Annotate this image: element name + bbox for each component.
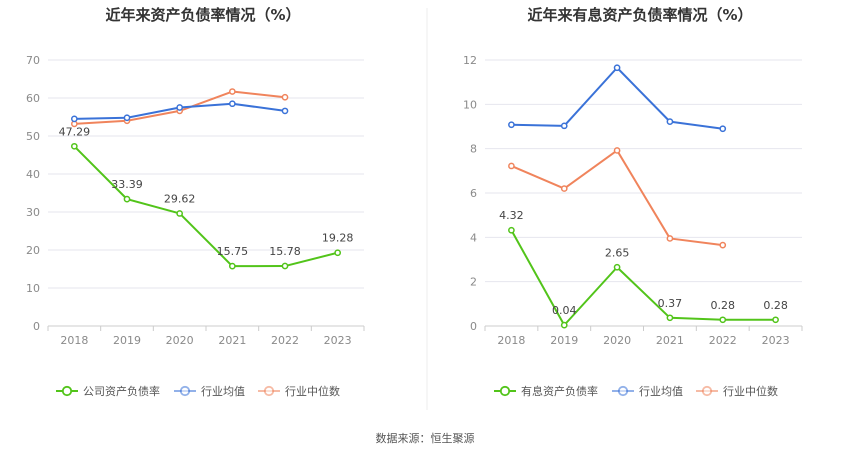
- data-point: [613, 64, 621, 72]
- data-point: [560, 185, 568, 192]
- x-tick-label: 2022: [709, 334, 737, 347]
- legend-label: 有息资产负债率: [521, 384, 598, 398]
- data-label: 29.62: [164, 192, 196, 205]
- data-point: [70, 142, 78, 150]
- legend-item[interactable]: 行业中位数: [696, 384, 778, 398]
- y-tick-label: 6: [470, 187, 477, 200]
- y-tick-label: 8: [470, 143, 477, 156]
- legend-marker: [617, 385, 629, 397]
- data-point: [508, 121, 515, 129]
- series-line-0: [510, 229, 776, 327]
- data-label: 33.39: [111, 178, 143, 191]
- y-tick-label: 70: [26, 54, 40, 67]
- x-tick-label: 2018: [497, 334, 525, 347]
- data-point: [613, 147, 621, 154]
- legend-label: 行业中位数: [285, 384, 340, 398]
- legend-item[interactable]: 公司资产负债率: [56, 384, 160, 398]
- y-tick-label: 50: [26, 130, 40, 143]
- data-point: [560, 321, 568, 329]
- data-label: 47.29: [59, 125, 91, 138]
- legend-marker: [263, 385, 275, 397]
- legend-label: 公司资产负债率: [83, 384, 160, 398]
- data-point: [281, 262, 289, 270]
- data-point: [508, 226, 515, 234]
- x-tick-label: 2019: [113, 334, 141, 347]
- x-tick-label: 2023: [762, 334, 790, 347]
- data-point: [281, 93, 289, 101]
- chart-title: 近年来资产负债率情况（%）: [105, 6, 300, 24]
- series-line-1: [511, 66, 723, 130]
- y-tick-label: 2: [470, 276, 477, 289]
- data-label: 15.78: [269, 245, 301, 258]
- x-tick-label: 2023: [324, 334, 352, 347]
- data-label: 2.65: [605, 246, 630, 259]
- y-tick-label: 40: [26, 168, 40, 181]
- data-point: [176, 210, 184, 217]
- data-point: [228, 262, 236, 270]
- data-point: [666, 314, 674, 322]
- data-point: [70, 115, 78, 123]
- data-point: [666, 235, 674, 242]
- x-tick-label: 2018: [60, 334, 88, 347]
- data-point: [334, 249, 342, 257]
- data-point: [772, 316, 779, 324]
- data-label: 19.28: [322, 232, 354, 245]
- y-tick-label: 12: [463, 54, 477, 67]
- data-point: [228, 88, 236, 95]
- data-label: 0.28: [711, 299, 736, 312]
- data-point: [719, 316, 727, 324]
- chart-title: 近年来有息资产负债率情况（%）: [527, 6, 752, 24]
- x-tick-label: 2021: [656, 334, 684, 347]
- data-label: 0.04: [552, 304, 577, 317]
- legend-marker: [499, 385, 511, 397]
- x-tick-label: 2022: [271, 334, 299, 347]
- x-tick-label: 2021: [218, 334, 246, 347]
- legend-item[interactable]: 行业均值: [174, 385, 245, 398]
- series-line-0: [73, 145, 338, 268]
- data-label: 0.28: [763, 299, 788, 312]
- legend-marker: [701, 385, 713, 397]
- legend-label: 行业均值: [639, 385, 683, 398]
- debt-ratio-chart: 近年来资产负债率情况（%） 0 10 20 30 40 50 60 70 2018 2019 202…: [26, 6, 365, 398]
- data-label: 4.32: [499, 209, 524, 222]
- y-tick-label: 10: [463, 98, 477, 111]
- legend-marker: [179, 385, 191, 397]
- data-point: [123, 114, 131, 122]
- y-tick-label: 4: [470, 231, 477, 244]
- y-tick-label: 10: [26, 282, 40, 295]
- interest-bearing-debt-ratio-chart: 近年来有息资产负债率情况（%） 0 2 4 6 8 10 12 2018 2019 2020 202…: [463, 6, 803, 398]
- data-point: [613, 263, 621, 271]
- data-point: [281, 107, 289, 115]
- legend-label: 行业均值: [201, 385, 245, 398]
- legend-item[interactable]: 行业中位数: [258, 384, 340, 398]
- y-tick-label: 0: [33, 320, 40, 333]
- legend-marker: [61, 385, 73, 397]
- data-point: [123, 195, 131, 203]
- data-label: 15.75: [217, 245, 249, 258]
- legend-item[interactable]: 行业均值: [612, 385, 683, 398]
- y-tick-label: 0: [470, 320, 477, 333]
- data-point: [508, 162, 515, 170]
- data-point: [228, 100, 236, 108]
- x-tick-label: 2020: [166, 334, 194, 347]
- y-tick-label: 60: [26, 92, 40, 105]
- data-point: [560, 122, 568, 130]
- x-tick-label: 2020: [603, 334, 631, 347]
- data-label: 0.37: [658, 297, 683, 310]
- data-point: [719, 241, 727, 249]
- data-point: [666, 118, 674, 125]
- legend-label: 行业中位数: [723, 384, 778, 398]
- y-tick-label: 30: [26, 206, 40, 219]
- x-tick-label: 2019: [550, 334, 578, 347]
- series-line-2: [511, 149, 723, 247]
- data-point: [719, 125, 727, 133]
- data-point: [176, 104, 184, 111]
- legend-item[interactable]: 有息资产负债率: [494, 384, 598, 398]
- data-source-note: 数据来源：恒生聚源: [376, 431, 475, 445]
- y-tick-label: 20: [26, 244, 40, 257]
